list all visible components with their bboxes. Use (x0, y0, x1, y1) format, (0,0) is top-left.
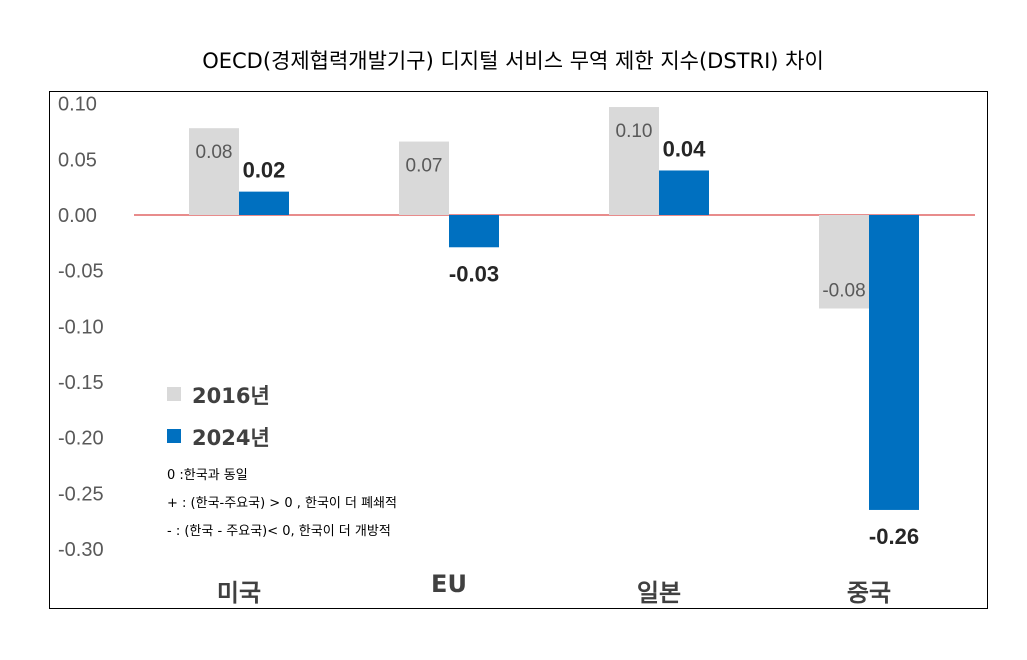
legend: 2016년 2024년 (167, 384, 270, 450)
bar-2024 (869, 215, 919, 510)
bar-2016 (609, 107, 659, 215)
y-tick-label: -0.10 (58, 316, 104, 338)
legend-label-2016: 2016년 (192, 384, 270, 408)
y-tick-label: -0.15 (58, 372, 104, 394)
y-tick-label: 0.05 (58, 149, 97, 171)
bar-2016 (189, 128, 239, 215)
bar-2024 (449, 215, 499, 248)
data-label: 0.07 (406, 156, 443, 177)
legend-label-2024: 2024년 (192, 426, 270, 450)
chart-title: OECD(경제협력개발기구) 디지털 서비스 무역 제한 지수(DSTRI) 차… (202, 49, 824, 73)
data-label: 0.10 (616, 121, 653, 142)
y-tick-label: -0.20 (58, 428, 104, 450)
data-label: 0.02 (243, 158, 286, 183)
legend-swatch-2024 (167, 429, 181, 443)
data-label: 0.04 (663, 136, 707, 161)
bar-2024 (659, 170, 709, 215)
bar-2016 (819, 215, 869, 309)
bar-2024 (239, 191, 289, 215)
note-minus: - : (한국 - 주요국)< 0, 한국이 더 개방적 (167, 524, 391, 539)
x-category-label: 일본 (637, 579, 681, 607)
note-plus: + : (한국-주요국) > 0 , 한국이 더 폐쇄적 (167, 496, 397, 511)
data-label: -0.26 (869, 524, 919, 549)
x-category-label: 중국 (847, 579, 891, 607)
note-zero: 0 :한국과 동일 (167, 468, 248, 483)
y-tick-label: -0.25 (58, 483, 104, 505)
x-category-label: EU (431, 570, 467, 598)
y-tick-label: -0.05 (58, 261, 104, 283)
data-label: -0.03 (449, 261, 499, 286)
legend-swatch-2016 (167, 387, 181, 401)
plot-frame (49, 91, 988, 609)
x-category-label: 미국 (217, 579, 261, 607)
y-tick-label: -0.30 (58, 539, 104, 561)
data-label: 0.08 (196, 142, 233, 163)
data-label: -0.08 (822, 280, 865, 301)
y-tick-label: 0.00 (58, 205, 97, 227)
bar-2016 (399, 141, 449, 215)
y-tick-label: 0.10 (58, 94, 97, 116)
notes: 0 :한국과 동일 + : (한국-주요국) > 0 , 한국이 더 폐쇄적 -… (167, 468, 397, 539)
